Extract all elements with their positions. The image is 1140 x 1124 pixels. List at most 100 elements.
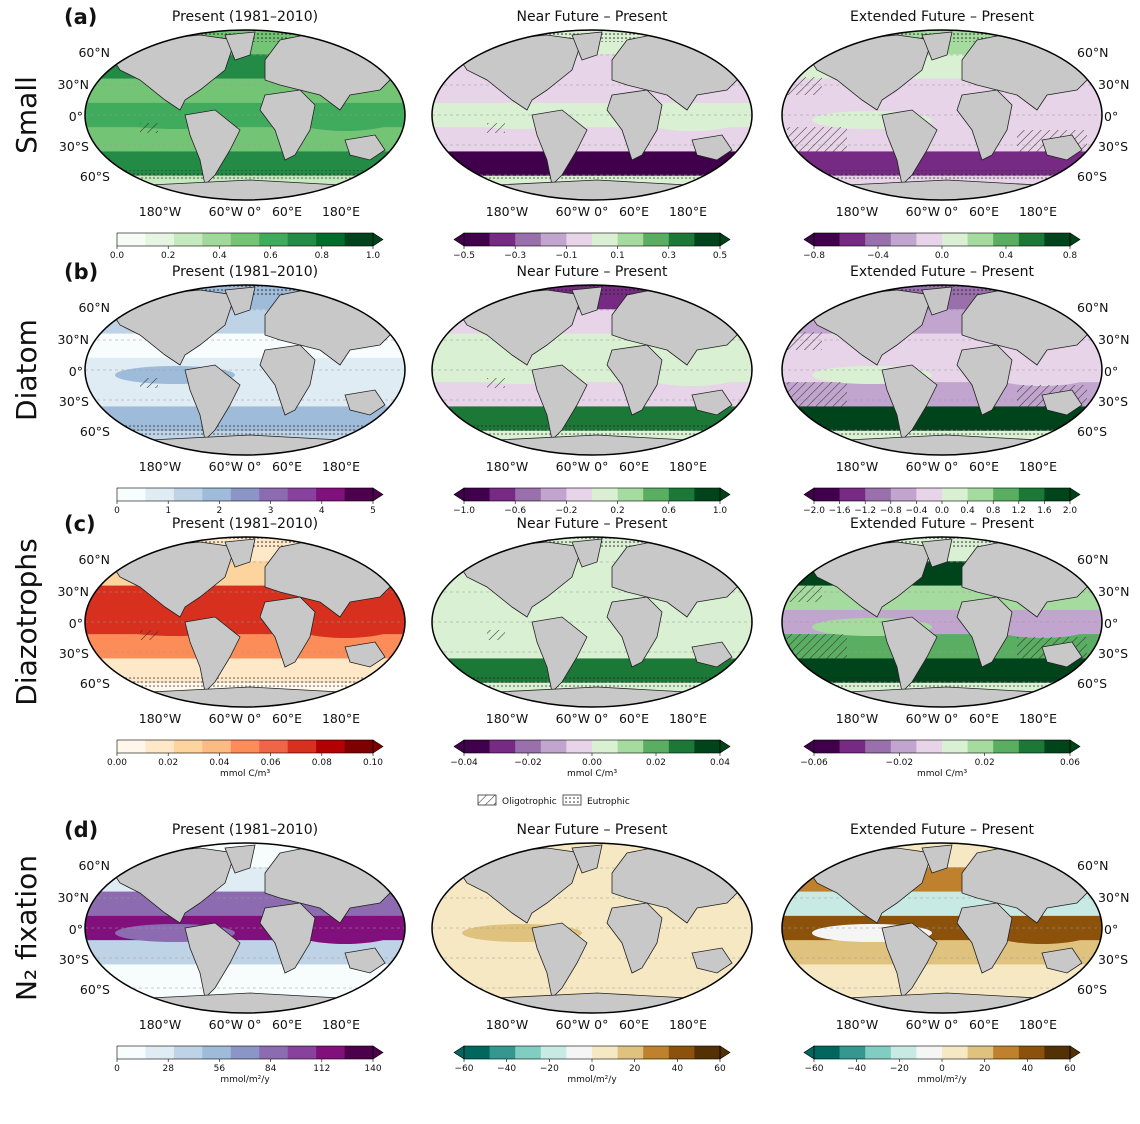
panel-letter: (c)	[64, 512, 96, 536]
map-field	[432, 30, 752, 203]
colorbar-segment	[345, 1046, 374, 1059]
colorbar-tick-label: 0.02	[158, 758, 178, 768]
lat-label: 0°	[1104, 109, 1118, 124]
colorbar-segment	[541, 488, 567, 501]
lat-label: 30°S	[1098, 646, 1128, 661]
colorbar-tick-label: −0.4	[905, 506, 927, 516]
colorbar-unit: mmol C/m³	[567, 769, 617, 779]
lat-label: 30°S	[1098, 394, 1128, 409]
lat-label: 30°N	[1098, 584, 1130, 599]
colorbar-segment	[840, 1046, 866, 1059]
colorbar-tick-label: 0.0	[935, 506, 950, 516]
lat-label: 60°N	[1077, 300, 1109, 315]
lat-label: 60°N	[78, 858, 110, 873]
colorbar-segment	[942, 233, 968, 246]
colorbar-tick-label: 0	[939, 1064, 945, 1074]
colorbar-segment	[643, 488, 669, 501]
colorbar-segment	[464, 233, 490, 246]
colorbar-tick-label: 2.0	[1063, 506, 1078, 516]
lat-label: 30°N	[1098, 890, 1130, 905]
oligotrophic-hatch	[787, 382, 847, 407]
colorbar-segment	[968, 233, 994, 246]
colorbar-segment	[566, 1046, 592, 1059]
colorbar-tick-label: −20	[890, 1064, 909, 1074]
lon-label: 60°E	[272, 459, 302, 474]
colorbar-segment	[592, 233, 618, 246]
colorbar: −0.06−0.020.020.06mmol C/m³	[800, 740, 1080, 779]
row-name: N₂ fixation	[10, 855, 43, 1001]
colorbar-tick-label: 20	[979, 1064, 991, 1074]
colorbar-segment	[891, 1046, 917, 1059]
colorbar-segment	[993, 740, 1019, 753]
colorbar-segment	[968, 488, 994, 501]
colorbar-segment	[993, 233, 1019, 246]
colorbar-segment	[464, 740, 490, 753]
map-field	[85, 843, 405, 1016]
legend-dots-swatch	[563, 795, 581, 805]
colorbar-tick-label: 0	[114, 1064, 120, 1074]
colorbar-tick-label: −20	[540, 1064, 559, 1074]
colorbar-arrow	[454, 740, 464, 753]
colorbar-tick-label: 0.8	[986, 506, 1001, 516]
map-field	[782, 30, 1102, 203]
map-panel: Extended Future – Present180°W60°W 0°60°…	[782, 822, 1130, 1032]
colorbar-segment	[618, 488, 644, 501]
legend-label: Oligotrophic	[502, 797, 557, 807]
colorbar-tick-label: −0.02	[514, 758, 542, 768]
colorbar-segment	[316, 740, 345, 753]
colorbar-segment	[145, 233, 174, 246]
map-field	[782, 285, 1102, 458]
map-field	[85, 537, 405, 710]
colorbar-segment	[840, 233, 866, 246]
map-panel: Present (1981–2010)180°W60°W 0°60°E180°E…	[57, 822, 405, 1032]
colorbar-segment	[117, 740, 146, 753]
colorbar-segment	[259, 233, 288, 246]
lon-label: 180°W	[139, 1017, 181, 1032]
colorbar-arrow	[720, 488, 730, 501]
colorbar-tick-label: 0.06	[1060, 758, 1080, 768]
map-panel: Present (1981–2010)180°W60°W 0°60°E180°E…	[57, 516, 405, 726]
colorbar-arrow	[804, 488, 814, 501]
map-panel: Extended Future – Present180°W60°W 0°60°…	[782, 264, 1130, 474]
panel-letter: (b)	[64, 260, 98, 284]
colorbar-segment	[1044, 233, 1070, 246]
colorbar-segment	[288, 740, 317, 753]
colorbar-segment	[515, 1046, 541, 1059]
lat-label: 60°N	[78, 300, 110, 315]
lon-label: 180°E	[322, 459, 360, 474]
lat-label: 0°	[1104, 922, 1118, 937]
map-field	[432, 843, 752, 1016]
oligotrophic-hatch	[140, 378, 158, 388]
lat-label: 30°N	[1098, 77, 1130, 92]
colorbar-segment	[288, 233, 317, 246]
row-name: Small	[10, 76, 43, 154]
colorbar-segment	[202, 233, 231, 246]
colorbar-segment	[592, 488, 618, 501]
colorbar-segment	[618, 233, 644, 246]
panel-title: Extended Future – Present	[850, 264, 1034, 280]
colorbar-segment	[916, 488, 942, 501]
colorbar-segment	[288, 488, 317, 501]
colorbar-segment	[1044, 1046, 1070, 1059]
colorbar-arrow	[454, 1046, 464, 1059]
oligotrophic-hatch	[487, 378, 505, 388]
colorbar-segment	[231, 488, 260, 501]
colorbar-segment	[174, 740, 203, 753]
colorbar-segment	[618, 740, 644, 753]
colorbar-segment	[968, 740, 994, 753]
colorbar-segment	[694, 740, 720, 753]
colorbar-segment	[174, 1046, 203, 1059]
colorbar-segment	[288, 1046, 317, 1059]
colorbar-segment	[202, 740, 231, 753]
lat-label: 0°	[1104, 364, 1118, 379]
colorbar-tick-label: −0.8	[880, 506, 902, 516]
colorbar-tick-label: −0.5	[453, 251, 475, 261]
colorbar-arrow	[1070, 1046, 1080, 1059]
colorbar-segment	[891, 233, 917, 246]
lat-label: 60°N	[1077, 858, 1109, 873]
legend: Oligotrophic Eutrophic	[478, 795, 630, 807]
map-field	[782, 537, 1102, 710]
colorbar-segment	[916, 1046, 942, 1059]
